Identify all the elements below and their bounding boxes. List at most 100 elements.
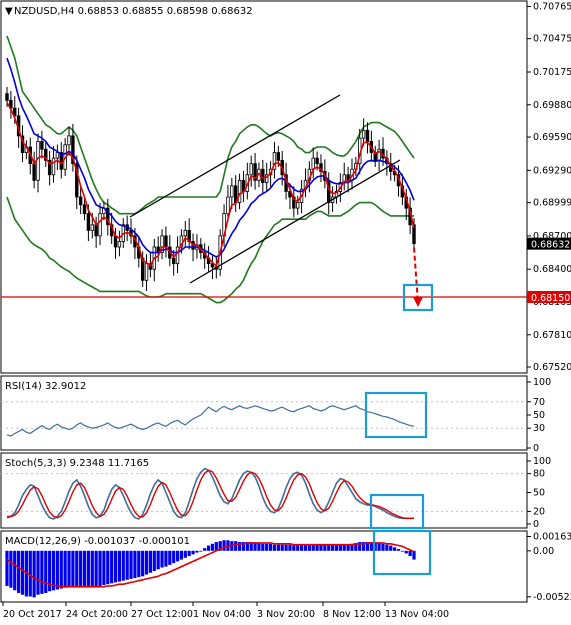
macd-histogram-bar [257, 542, 261, 551]
macd-histogram-bar [113, 550, 118, 583]
stoch-highlight-box [369, 493, 425, 530]
candle-body [117, 241, 122, 248]
macd-histogram-bar [315, 544, 319, 551]
candle-body [160, 235, 164, 253]
candle-body [71, 135, 75, 165]
candle-body [94, 224, 98, 237]
macd-histogram-bar [129, 550, 133, 579]
macd-histogram-bar [148, 550, 153, 573]
macd-histogram-bar [307, 545, 311, 551]
macd-histogram-bar [362, 542, 366, 551]
candle-body [36, 141, 40, 181]
macd-histogram-bar [125, 550, 129, 580]
rsi-tick-label: 70 [533, 397, 545, 408]
price-panel: 0.70765 0.70475 0.70175 0.69880 0.69590 0.692… [1, 1, 571, 373]
macd-histogram-bar [323, 545, 327, 551]
rsi-highlight-box [364, 391, 428, 439]
macd-histogram-bar [36, 550, 40, 595]
macd-histogram-bar [226, 540, 230, 551]
macd-histogram-bar [342, 544, 346, 551]
macd-histogram-bar [303, 545, 308, 551]
candle-body [40, 141, 44, 150]
candle-body [78, 196, 83, 206]
macd-histogram-bar [55, 550, 59, 590]
stoch-title: Stoch(5,3,3) 9.2348 11.7165 [5, 458, 149, 469]
bollinger-upper-line [6, 35, 415, 215]
macd-histogram-bar [241, 542, 246, 551]
macd-histogram-bar [75, 550, 79, 586]
panel-frames [0, 0, 528, 603]
macd-histogram-bar [13, 550, 17, 591]
macd-histogram-bar [296, 545, 300, 551]
rsi-tick-label: 30 [533, 423, 545, 434]
current-price-tag [527, 237, 571, 250]
candle-body [51, 157, 56, 176]
candle-body [67, 135, 71, 146]
candle-body [315, 157, 319, 165]
target-price-tag [527, 291, 571, 303]
macd-histogram-bar [191, 550, 195, 555]
macd-histogram-bar [59, 550, 63, 589]
macd-histogram-bar [319, 544, 323, 551]
macd-histogram-bar [133, 550, 137, 579]
moving-average-slow-line [6, 57, 415, 258]
panel-border-stoch [0, 452, 528, 529]
macd-histogram-bar [311, 544, 315, 551]
macd-histogram-bar [206, 545, 211, 551]
stoch-tick-label: 50 [533, 488, 545, 499]
macd-histogram-bar [381, 543, 385, 551]
candle-body [98, 213, 102, 237]
candle-body [164, 235, 168, 248]
candle-body [90, 224, 94, 231]
candle-body [144, 263, 149, 281]
macd-histogram-bar [152, 550, 156, 572]
macd-histogram-bar [51, 550, 56, 591]
macd-histogram-bar [199, 550, 203, 552]
macd-tick-label: 0.00 [533, 546, 554, 557]
target-highlight-box [402, 283, 434, 312]
candle-body [86, 213, 91, 231]
macd-histogram-bar [144, 550, 149, 575]
macd-histogram-bar [346, 544, 350, 551]
macd-histogram-bar [71, 550, 75, 586]
moving-average-fast-line [6, 102, 415, 268]
macd-histogram-bar [82, 550, 87, 586]
macd-histogram-bar [299, 545, 304, 551]
macd-histogram-bar [48, 550, 52, 592]
macd-histogram-bar [389, 545, 393, 551]
macd-tick-label: 0.001632 [533, 531, 571, 542]
rsi-line [6, 405, 415, 437]
macd-histogram-bar [40, 550, 44, 594]
price-title: NZDUSD,H4 0.68853 0.68855 0.68598 0.6863… [14, 6, 253, 17]
macd-histogram-bar [280, 544, 284, 551]
stoch-k-line [6, 467, 414, 520]
macd-histogram-bar [5, 550, 9, 586]
macd-histogram-bar [98, 550, 102, 586]
candle-body [113, 235, 118, 248]
time-axis: 20 Oct 2017 24 Oct 20:00 27 Oct 12:00 1 Nov… [2, 602, 449, 620]
macd-histogram-bar [350, 543, 354, 551]
macd-histogram-bar [265, 543, 269, 551]
stoch-tick-label: 20 [533, 506, 545, 517]
macd-histogram-bar [327, 545, 331, 551]
macd-histogram-bar [20, 550, 25, 595]
candle-body [82, 204, 87, 215]
macd-histogram-bar [28, 550, 32, 597]
price-tick-label: 0.68400 [533, 264, 571, 275]
macd-histogram-bar [203, 548, 207, 551]
stochastic-panel: 100 80 50 20 0 [1, 456, 551, 530]
candle-body [171, 257, 176, 265]
macd-histogram-bar [90, 550, 94, 587]
current-price-label: 0.68632 [531, 240, 570, 251]
macd-histogram-bar [268, 543, 273, 551]
price-title-arrow: ▼ [5, 6, 13, 17]
macd-histogram-bar [412, 550, 416, 560]
macd-histogram-bar [179, 550, 184, 560]
macd-histogram-bar [249, 542, 253, 551]
macd-histogram-bar [400, 550, 404, 552]
candle-body [32, 163, 36, 181]
macd-histogram-bar [237, 542, 242, 551]
macd-histogram-bar [331, 545, 335, 551]
macd-histogram-bar [408, 550, 412, 557]
